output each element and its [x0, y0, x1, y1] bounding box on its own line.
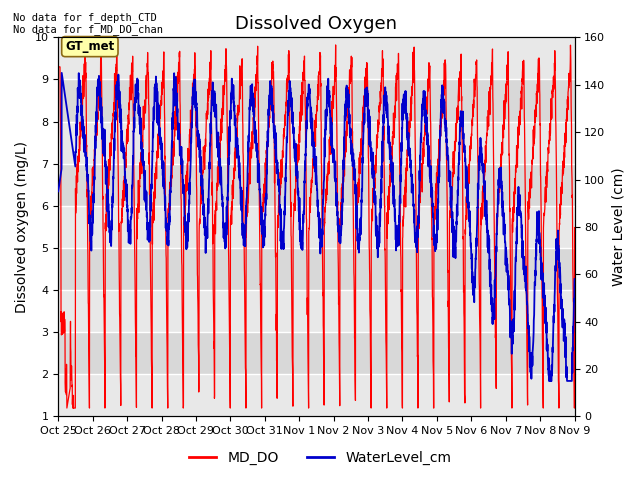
Legend: MD_DO, WaterLevel_cm: MD_DO, WaterLevel_cm	[183, 445, 457, 471]
Bar	[58, 290, 575, 332]
Bar	[58, 206, 575, 248]
Title: Dissolved Oxygen: Dissolved Oxygen	[236, 15, 397, 33]
Y-axis label: Dissolved oxygen (mg/L): Dissolved oxygen (mg/L)	[15, 141, 29, 313]
Bar	[58, 121, 575, 164]
Y-axis label: Water Level (cm): Water Level (cm)	[611, 168, 625, 286]
Bar	[58, 37, 575, 80]
Text: GT_met: GT_met	[65, 40, 115, 53]
Text: No data for f_depth_CTD
No data for f_MD_DO_chan: No data for f_depth_CTD No data for f_MD…	[13, 12, 163, 36]
Bar	[58, 374, 575, 417]
